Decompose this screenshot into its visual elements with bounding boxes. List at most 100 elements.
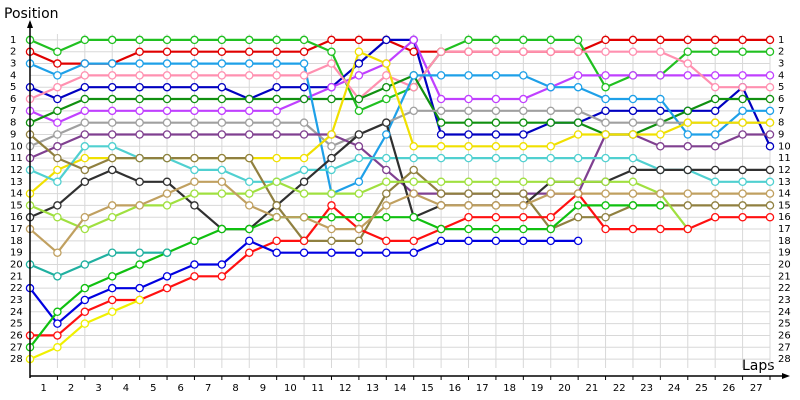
point [409,142,418,151]
point [299,82,309,92]
point [546,35,555,45]
point [53,331,62,340]
x-tick-label: 18 [503,383,516,394]
point [765,189,775,198]
point [272,106,281,116]
point [53,201,62,210]
point [53,272,62,281]
point [409,189,418,198]
point [190,82,199,92]
point [107,307,117,317]
point [409,153,418,163]
point [491,201,501,210]
point [656,118,665,127]
y-tick-label: 10 [10,141,23,152]
point [765,177,775,187]
point [190,47,199,56]
point [573,106,583,116]
point [601,153,610,163]
point [765,82,775,92]
point [162,283,172,293]
point [710,71,720,80]
point [245,35,254,45]
point [53,59,62,68]
point [354,94,364,104]
point [656,94,665,104]
y-tick-label: 11 [10,153,23,164]
point [162,248,172,257]
point [601,71,610,80]
point [409,212,418,222]
point [409,35,418,45]
point [217,82,227,92]
point [354,71,364,80]
y-tick-label-right: 21 [778,271,791,282]
point [628,47,638,56]
point [299,59,309,68]
point [546,142,555,151]
point [245,94,254,104]
y-tick-label-right: 28 [778,354,791,365]
point [80,177,90,187]
point [217,106,227,116]
x-tick-label: 8 [232,383,238,394]
point [464,212,473,222]
point [738,82,747,92]
point [656,106,665,116]
point [546,118,555,127]
point [382,59,391,68]
point [327,201,336,210]
point [135,295,144,305]
point [738,35,747,45]
point [573,118,583,127]
point [765,201,775,210]
point [135,35,144,45]
point [409,82,418,92]
point [656,35,665,45]
y-tick-label: 25 [10,319,23,330]
point [327,130,336,139]
point [53,307,62,317]
point [272,130,281,139]
point [217,94,227,104]
point [272,47,281,56]
point [710,47,720,56]
point [409,47,418,56]
point [80,260,90,269]
point [299,189,309,198]
x-tick-label: 21 [585,383,598,394]
point [217,59,227,68]
point [53,319,62,328]
point [382,35,391,45]
x-tick-label: 14 [394,383,407,394]
point [546,189,555,198]
point [765,94,775,104]
point [190,106,199,116]
point [573,189,583,198]
point [436,224,446,234]
point [107,94,117,104]
y-tick-label: 18 [10,236,23,247]
point [656,71,665,80]
point [245,153,254,163]
point [80,59,90,68]
y-tick-label-right: 23 [778,295,791,306]
point [80,130,90,139]
y-tick-label: 21 [10,271,23,282]
y-tick-label: 5 [10,82,16,93]
x-tick-label: 25 [695,383,708,394]
point [53,165,62,175]
point [491,71,501,80]
point [491,130,501,139]
point [107,272,117,281]
y-tick-label-right: 3 [778,59,784,70]
point [272,201,281,210]
point [601,130,610,139]
point [710,118,720,127]
point [327,94,336,104]
point [628,224,638,234]
point [53,94,62,104]
point [162,47,172,56]
y-tick-label-right: 6 [778,94,784,105]
point [299,130,309,139]
